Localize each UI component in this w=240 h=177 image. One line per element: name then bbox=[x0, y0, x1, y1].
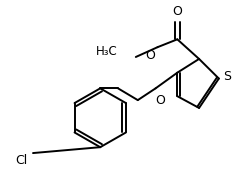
Text: Cl: Cl bbox=[15, 154, 27, 167]
Text: O: O bbox=[146, 49, 156, 62]
Text: S: S bbox=[223, 70, 231, 83]
Text: H₃C: H₃C bbox=[96, 45, 118, 58]
Text: O: O bbox=[172, 5, 182, 18]
Text: O: O bbox=[156, 94, 165, 107]
